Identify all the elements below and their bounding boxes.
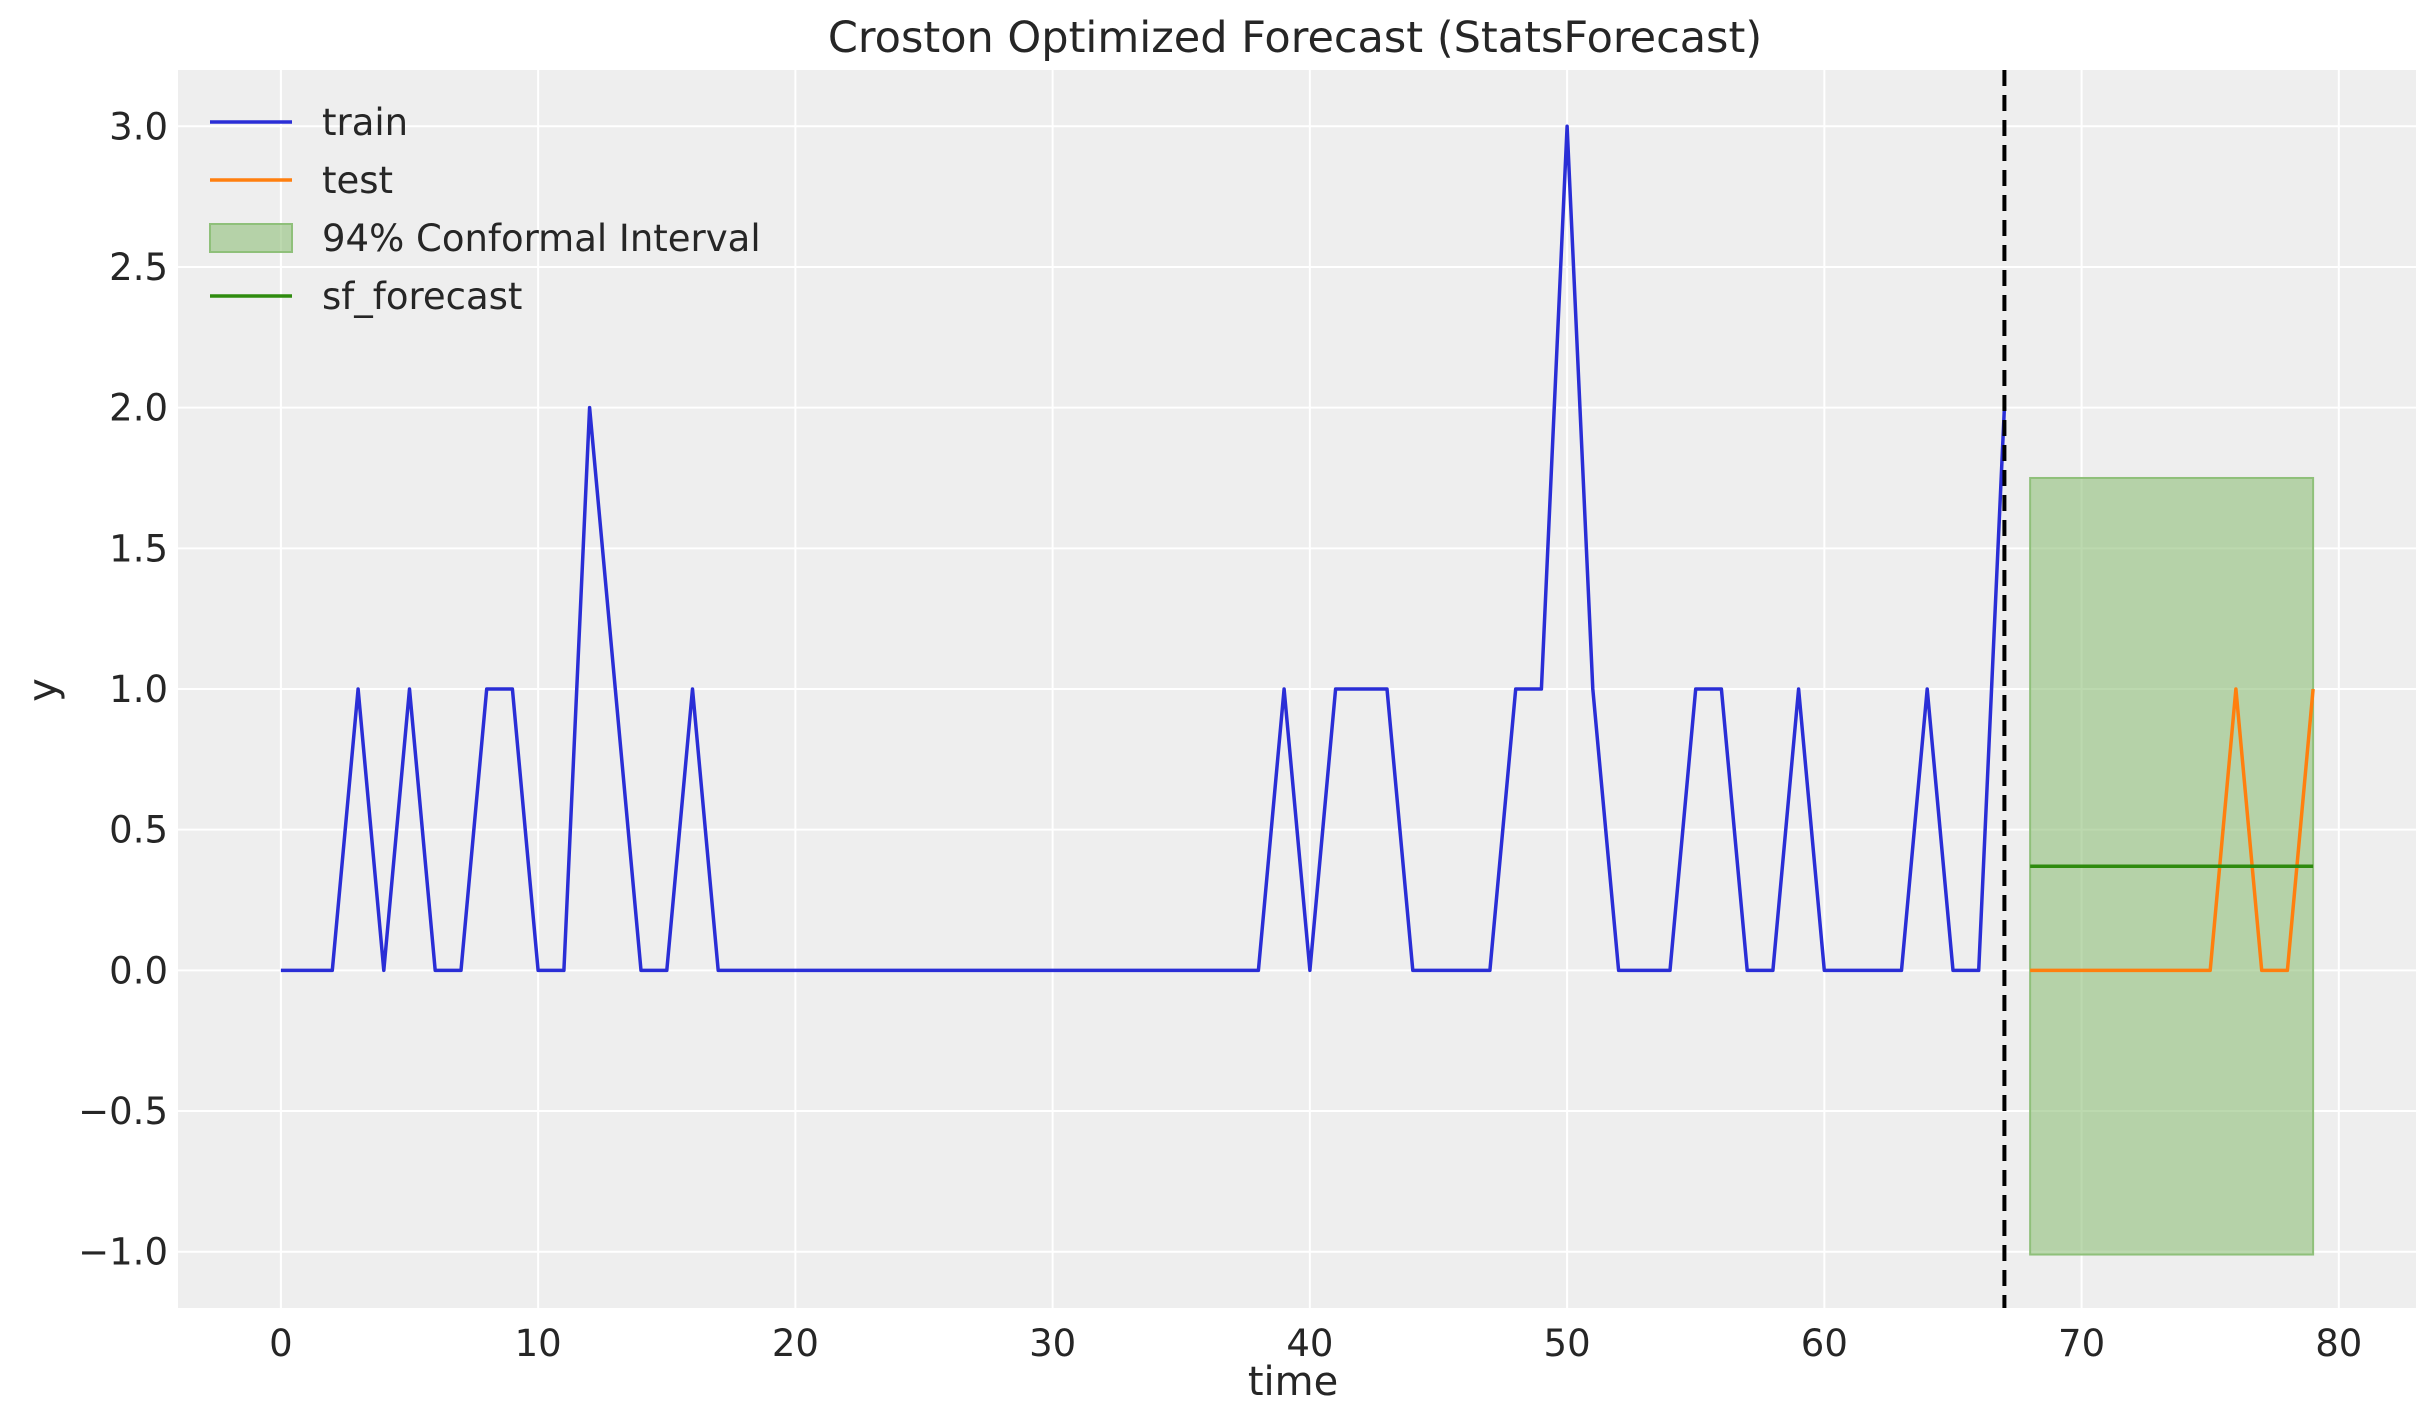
y-axis-label: y [20, 678, 66, 702]
y-axis-ticks: −1.0 −0.5 0.0 0.5 1.0 1.5 2.0 2.5 3.0 [78, 105, 168, 1273]
y-tick-label: −0.5 [78, 1090, 168, 1133]
series-line-train [280, 124, 2007, 973]
x-axis-ticks: 0 10 20 30 40 50 60 70 80 [269, 1322, 2362, 1365]
x-tick-label: 20 [772, 1322, 819, 1365]
series-line-test [2030, 687, 2315, 973]
y-tick-label: 2.0 [109, 387, 168, 430]
x-tick-label: 70 [2058, 1322, 2105, 1365]
x-tick-label: 0 [269, 1322, 293, 1365]
y-tick-label: 3.0 [109, 105, 168, 148]
chart-title: Croston Optimized Forecast (StatsForecas… [828, 13, 1762, 63]
legend-label-train: train [322, 101, 408, 144]
y-tick-label: 0.0 [109, 949, 168, 992]
x-tick-label: 60 [1801, 1322, 1848, 1365]
y-tick-label: 0.5 [109, 809, 168, 852]
legend-label-interval: 94% Conformal Interval [322, 217, 761, 260]
x-tick-label: 40 [1286, 1322, 1333, 1365]
x-tick-label: 30 [1029, 1322, 1076, 1365]
y-tick-label: −1.0 [78, 1231, 168, 1274]
y-tick-label: 1.0 [109, 668, 168, 711]
legend-label-forecast: sf_forecast [322, 275, 522, 318]
y-tick-label: 2.5 [109, 246, 168, 289]
y-tick-label: 1.5 [109, 527, 168, 570]
legend-label-test: test [322, 159, 393, 202]
x-axis-label: time [1248, 1359, 1338, 1405]
x-tick-label: 80 [2315, 1322, 2362, 1365]
x-tick-label: 50 [1544, 1322, 1591, 1365]
x-tick-label: 10 [515, 1322, 562, 1365]
legend: train test 94% Conformal Interval sf_for… [209, 101, 761, 318]
legend-swatch-interval [209, 223, 293, 253]
series-layer [280, 124, 2315, 973]
